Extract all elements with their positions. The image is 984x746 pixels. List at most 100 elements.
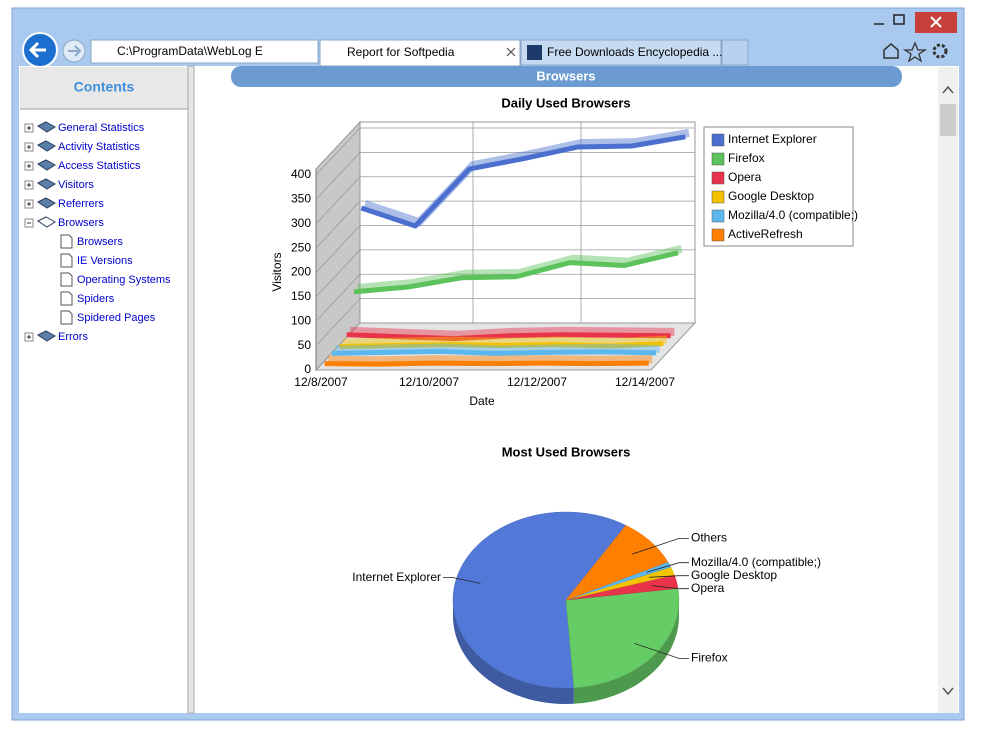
page-icon [60,291,73,306]
scrollbar-thumb[interactable] [940,104,956,136]
expander-sign [27,183,31,187]
book-icon [37,330,56,342]
section-title: Browsers [536,68,595,83]
tree-item[interactable]: Operating Systems [77,274,171,286]
leader-line [631,538,689,555]
report-charts: Daily Used Browsers 0 50 100 150 200 250 300 350… [270,95,858,704]
leader-line [443,577,481,584]
legend-label: Opera [728,170,762,184]
tree-item[interactable]: Visitors [58,179,94,191]
tab-inactive[interactable] [520,39,722,66]
x-tick-label: 12/8/2007 [294,375,348,389]
pie-label: Firefox [691,651,728,665]
tree-item[interactable]: Spidered Pages [77,312,156,324]
leader-line [649,575,689,578]
pie-label: Internet Explorer [352,570,441,584]
y-tick-label: 300 [291,216,311,230]
leader-line [646,562,689,573]
grid-line [315,273,695,322]
chart-title: Daily Used Browsers [501,95,630,110]
series-line [360,134,686,229]
grid-line [315,225,695,273]
back-icon [28,41,46,59]
forward-icon [68,45,82,57]
y-tick-label: 200 [291,265,311,279]
legend [703,126,854,247]
tab-icon [527,45,542,60]
tree-item[interactable]: General Statistics [58,122,145,134]
scrollbar[interactable] [938,67,958,713]
pie-side [453,600,574,704]
pie-label: Opera [691,581,725,595]
pie-label: Google Desktop [691,568,777,582]
legend-swatch [711,228,725,242]
legend-swatch [711,209,725,223]
section-header [231,66,902,87]
expander-sign [27,335,31,339]
tab-close[interactable] [506,47,516,57]
y-tick-label: 0 [304,362,311,376]
splitter[interactable] [187,65,195,714]
legend-swatch [711,152,725,166]
tree-item[interactable]: Browsers [58,217,104,229]
maximize-button[interactable] [893,14,905,25]
address-text: C:\ProgramData\WebLog E [117,44,263,58]
new-tab[interactable] [721,39,749,66]
tree-item[interactable]: Referrers [58,198,104,210]
y-tick-label: 350 [291,192,311,206]
close-icon [930,16,942,28]
page-icon [60,253,73,268]
pie-side [573,600,679,704]
page-icon [60,310,73,325]
tree-item[interactable]: Access Statistics [58,160,141,172]
grid-line [315,176,695,225]
favorites-button[interactable] [902,41,928,63]
series-ribbon [335,343,660,354]
grid-line [315,127,695,176]
grid-line [315,298,695,346]
expander-sign [27,145,31,149]
tab-title: Report for Softpedia [347,45,455,59]
series-ribbon [357,245,683,292]
sidebar-tree: General Statistics Activity Statistics Acc… [24,121,171,343]
leader-line [634,643,689,659]
scroll-down[interactable] [942,687,954,696]
grid-line [315,322,695,371]
scroll-up[interactable] [942,85,954,94]
legend-label: Google Desktop [728,189,814,203]
book-icon [37,197,56,209]
tree-item[interactable]: IE Versions [77,255,133,267]
tree-item[interactable]: Activity Statistics [58,141,140,153]
settings-button[interactable] [932,43,948,59]
y-tick-label: 250 [291,240,311,254]
series-line [353,250,679,295]
series-ribbon [342,335,668,347]
legend-label: Mozilla/4.0 (compatible;) [728,208,858,222]
y-tick-label: 400 [291,167,311,181]
pie-slice [565,588,680,689]
home-button[interactable] [883,43,899,59]
tree-item[interactable]: Browsers [77,236,123,248]
y-tick-label: 150 [291,289,311,303]
address-bar[interactable] [90,39,319,64]
book-icon [37,140,56,152]
expander-sign [27,202,31,206]
book-icon [37,121,56,133]
expander-sign [27,126,31,130]
tab-title: Free Downloads Encyclopedia ... [547,45,722,59]
series-line [324,360,649,367]
series-line [346,332,671,342]
y-tick-label: 100 [291,313,311,327]
page-icon [60,272,73,287]
grid-line [315,200,695,249]
legend-label: Internet Explorer [728,132,817,146]
tree-item[interactable]: Spiders [77,293,115,305]
book-icon [37,216,56,228]
x-tick-label: 12/14/2007 [615,375,675,389]
tree-item[interactable]: Errors [58,331,88,343]
tab-active[interactable] [319,39,521,67]
legend-label: Firefox [728,151,765,165]
expander-sign [27,164,31,168]
